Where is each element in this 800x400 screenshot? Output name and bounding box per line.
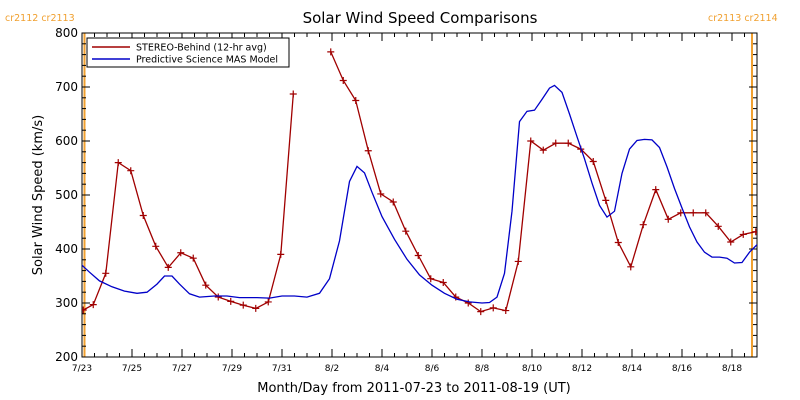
legend: STEREO-Behind (12-hr avg)Predictive Scie… [86,37,290,68]
legend-box [86,37,290,68]
data-point [402,227,410,235]
series-0 [82,48,772,316]
data-point [414,251,422,259]
data-point [765,238,772,245]
data-point [214,293,222,301]
data-point [239,301,247,309]
data-point [189,254,197,262]
x-tick-label: 7/31 [272,364,292,374]
data-point [339,77,347,85]
data-point [502,307,510,315]
x-tick-label: 7/29 [222,364,242,374]
series-line-0-1 [330,51,757,313]
x-tick-label: 8/2 [325,364,339,374]
x-axis-label: Month/Day from 2011-07-23 to 2011-08-19 … [257,381,570,396]
y-axis-label: Solar Wind Speed (km/s) [31,115,46,275]
data-point [89,301,97,309]
chart-title: Solar Wind Speed Comparisons [303,9,538,27]
x-tick-label: 8/16 [672,364,692,374]
data-point [752,228,757,236]
data-point [489,304,497,312]
y-tick-label: 300 [55,296,78,310]
data-point [552,139,560,147]
data-point [277,250,285,258]
series-line-1-0 [82,84,757,304]
x-tick-label: 8/12 [572,364,592,374]
data-point [702,209,710,217]
data-point [477,308,485,316]
plot-frame [81,32,758,358]
data-point [352,97,360,104]
x-tick-label: 8/10 [522,364,542,374]
data-point [739,230,747,238]
data-point [252,304,260,312]
legend-label-0: STEREO-Behind (12-hr avg) [136,43,267,54]
series-line-0-0 [82,93,294,311]
data-point [652,186,660,194]
series-1 [82,84,757,304]
data-point [589,158,597,166]
axes: 200 300 400 500 600 700 800 7/23 7/25 7/27 7/29 7/3… [55,26,758,374]
y-tick-label: 800 [55,26,78,40]
x-tick-label: 8/4 [375,364,390,374]
data-point [564,139,572,147]
data-point [689,209,697,217]
x-tick-label: 7/25 [122,364,142,374]
legend-label-1: Predictive Science MAS Model [136,55,278,66]
data-point [114,159,122,167]
data-point [439,278,447,286]
y-tick-label: 400 [55,242,78,256]
data-point [177,249,185,257]
data-point [152,242,160,250]
data-point [364,147,372,155]
data-point [139,212,147,220]
carrington-label: cr2112 cr2113 [5,13,75,24]
data-point [82,306,87,314]
data-point [464,299,472,307]
carrington-label: cr2113 cr2114 [708,13,778,24]
x-tick-label: 8/14 [622,364,642,374]
data-point [264,298,272,306]
data-point [202,281,210,289]
x-tick-label: 8/6 [425,364,440,374]
data-point [627,263,635,271]
data-point [127,167,135,175]
x-tick-label: 8/18 [722,364,742,374]
data-point [102,269,110,277]
data-point [614,239,622,247]
data-point [389,198,397,206]
y-tick-label: 700 [55,80,78,94]
data-point [327,48,335,56]
data-point [227,297,235,305]
data-point [377,190,385,198]
data-point [164,263,172,271]
data-point [714,222,722,230]
y-tick-label: 200 [55,350,78,364]
data-point [639,221,647,229]
data-point [677,209,685,217]
data-point [289,90,297,98]
data-point [602,196,610,204]
data-point [427,275,435,283]
data-point [539,146,547,154]
series-layer [82,48,772,316]
data-point [514,257,522,265]
data-point [527,137,535,145]
data-point [727,238,735,246]
data-point [664,215,672,223]
x-tick-label: 7/27 [172,364,192,374]
x-tick-label: 7/23 [72,364,92,374]
y-tick-label: 600 [55,134,78,148]
y-tick-label: 500 [55,188,78,202]
x-tick-label: 8/8 [475,364,490,374]
